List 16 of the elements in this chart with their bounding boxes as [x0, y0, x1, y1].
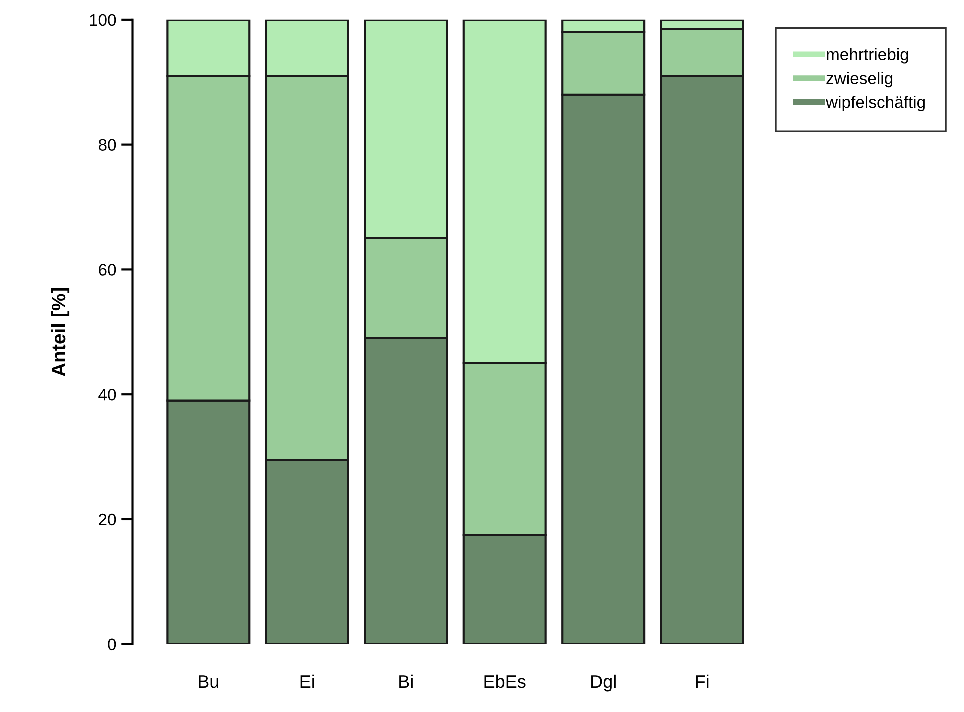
legend-label: mehrtriebig	[827, 48, 908, 64]
y-tick-label: 20	[99, 514, 116, 526]
y-axis-title: Anteil [%]	[51, 288, 70, 376]
y-tick-label: 60	[99, 264, 116, 276]
x-tick-label: Bi	[400, 674, 413, 688]
x-tick-label: Ei	[300, 674, 314, 688]
legend-label: zwieselig	[826, 72, 893, 88]
x-tick-label: Fi	[696, 674, 709, 688]
y-tick-label: 80	[98, 139, 116, 152]
y-tick-label: 0	[108, 638, 116, 651]
x-tick-label: Bu	[199, 676, 218, 688]
y-tick-label: 40	[98, 388, 116, 401]
text: wipfelschäftig	[826, 96, 925, 112]
x-tick-label: Dgl	[592, 674, 616, 692]
x-tick-label: EbEs	[484, 674, 526, 688]
y-tick-label: 100	[90, 14, 116, 26]
